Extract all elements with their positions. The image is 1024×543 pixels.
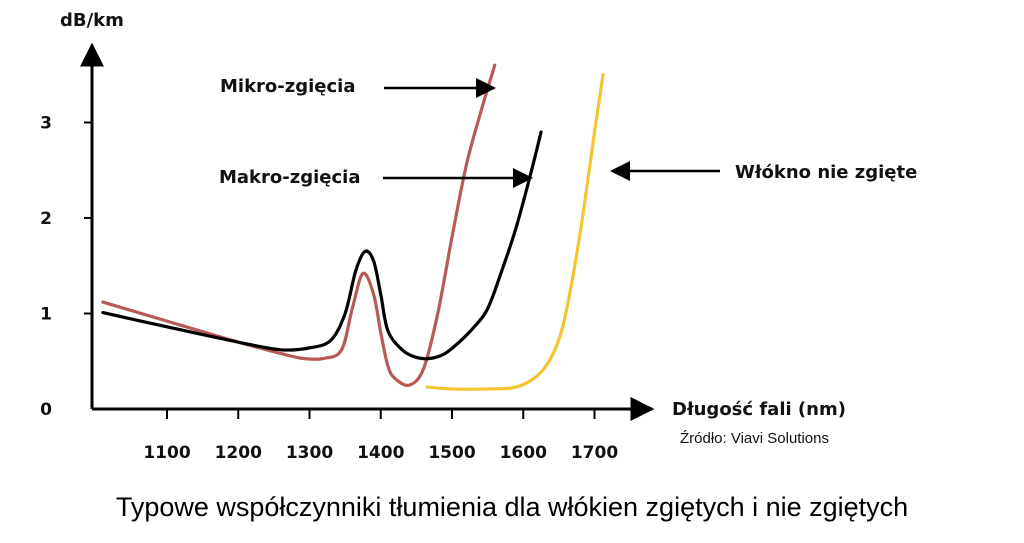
series-group bbox=[101, 63, 605, 391]
x-tick-label: 1100 bbox=[143, 443, 190, 463]
series-line-2 bbox=[425, 73, 605, 391]
x-axis-label: Długość fali (nm) bbox=[672, 399, 846, 420]
series-line-0 bbox=[101, 130, 543, 361]
y-tick-label: 2 bbox=[40, 209, 52, 229]
x-tick-label: 1300 bbox=[286, 443, 333, 463]
axis-ticks: 1100 1200 1300 1400 1500 1600 1700 0 1 2 3 bbox=[40, 114, 618, 464]
annotation-label: Mikro-zgięcia bbox=[220, 76, 356, 97]
x-tick-label: 1700 bbox=[571, 443, 618, 463]
x-tick-label: 1200 bbox=[215, 443, 262, 463]
source-note: Źródło: Viavi Solutions bbox=[680, 430, 829, 447]
y-tick-label: 3 bbox=[40, 114, 52, 134]
figure-caption: Typowe współczynniki tłumienia dla włóki… bbox=[115, 492, 909, 522]
x-tick-label: 1600 bbox=[500, 443, 547, 463]
annotation-label: Włókno nie zgięte bbox=[735, 162, 917, 183]
annotation-label: Makro-zgięcia bbox=[219, 167, 360, 188]
y-tick-label: 0 bbox=[40, 400, 52, 420]
y-tick-label: 1 bbox=[40, 305, 52, 325]
x-tick-label: 1500 bbox=[428, 443, 475, 463]
series-line-1 bbox=[101, 63, 497, 388]
attenuation-chart: 1100 1200 1300 1400 1500 1600 1700 0 1 2 3 Mikro-z… bbox=[40, 10, 917, 464]
y-axis-label: dB/km bbox=[60, 10, 124, 31]
annotations-group: Mikro-zgięcia Makro-zgięcia Włókno nie zgi… bbox=[219, 76, 917, 188]
x-tick-label: 1400 bbox=[357, 443, 404, 463]
